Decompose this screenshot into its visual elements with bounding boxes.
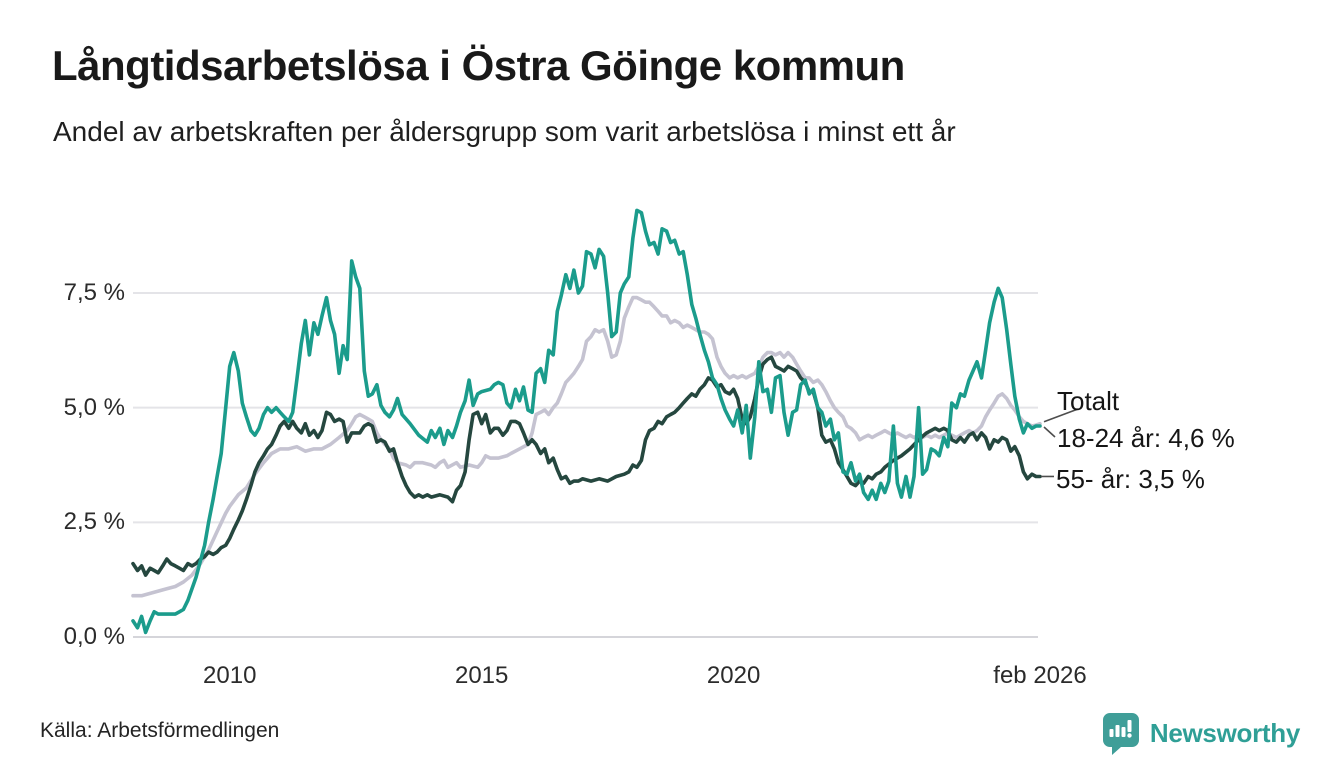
series-end-label-18-24: 18-24 år: 4,6 % xyxy=(1057,423,1235,453)
leader-line-totalt xyxy=(1043,408,1079,423)
y-tick-label: 2,5 % xyxy=(63,508,125,536)
source-attribution: Källa: Arbetsförmedlingen xyxy=(40,719,280,742)
series-line-Totalt xyxy=(131,295,1042,598)
series-line-18-24r xyxy=(131,208,1042,635)
y-tick-label: 0,0 % xyxy=(63,623,125,650)
x-tick-label: feb 2026 xyxy=(993,662,1087,689)
newsworthy-logo-text: Newsworthy xyxy=(1149,717,1300,748)
leader-line-18-24 xyxy=(1043,426,1056,438)
newsworthy-logo-icon xyxy=(1102,713,1139,755)
x-tick-label: 2020 xyxy=(706,662,761,689)
series-line-55-r xyxy=(131,355,1042,577)
page-title: Långtidsarbetslösa i Östra Göinge kommun xyxy=(52,42,905,89)
y-tick-label: 7,5 % xyxy=(63,278,125,306)
x-tick-label: 2010 xyxy=(203,662,257,689)
series-end-label-55: 55- år: 3,5 % xyxy=(1056,464,1205,494)
x-tick-label: 2015 xyxy=(454,662,509,689)
y-tick-label: 5,0 % xyxy=(63,393,125,421)
series-end-label-totalt: Totalt xyxy=(1057,386,1120,416)
newsworthy-logo: Newsworthy xyxy=(1101,711,1300,755)
chart-subtitle: Andel av arbetskraften per åldersgrupp s… xyxy=(53,116,956,147)
